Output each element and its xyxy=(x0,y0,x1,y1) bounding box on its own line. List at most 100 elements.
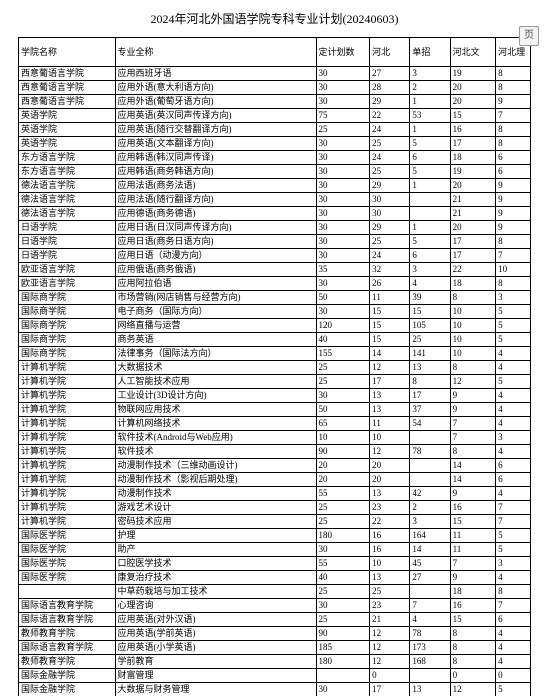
cell: 18 xyxy=(450,151,496,165)
cell: 软件技术 xyxy=(115,445,316,459)
cell: 商务英语 xyxy=(115,333,316,347)
table-row: 英语学院应用英语(文本翻译方向)30255178 xyxy=(19,137,531,151)
cell: 密码技术应用 xyxy=(115,515,316,529)
cell: 应用英语(小学英语) xyxy=(115,641,316,655)
cell: 0 xyxy=(370,669,410,683)
cell: 计算机网络技术 xyxy=(115,417,316,431)
cell: 25 xyxy=(316,501,370,515)
cell: 8 xyxy=(496,123,531,137)
cell: 4 xyxy=(496,655,531,669)
cell: 10 xyxy=(450,305,496,319)
cell: 应用外语(葡萄牙语方向) xyxy=(115,95,316,109)
cell: 21 xyxy=(450,193,496,207)
cell: 大数据技术 xyxy=(115,361,316,375)
cell: 计算机学院 xyxy=(19,417,116,431)
col-header-2: 定计划数 xyxy=(316,38,370,67)
cell: 学前教育 xyxy=(115,655,316,669)
cell: 30 xyxy=(316,683,370,696)
cell: 4 xyxy=(496,627,531,641)
table-row: 计算机学院人工智能技术应用25178125 xyxy=(19,375,531,389)
cell: 国际语言教育学院 xyxy=(19,641,116,655)
cell: 动漫制作技术（三维动画设计) xyxy=(115,459,316,473)
cell: 14 xyxy=(410,543,450,557)
cell: 10 xyxy=(370,557,410,571)
cell: 13 xyxy=(370,487,410,501)
cell: 欧亚语言学院 xyxy=(19,263,116,277)
table-row: 日语学院应用日语（动漫方向）30246177 xyxy=(19,249,531,263)
cell: 30 xyxy=(316,543,370,557)
table-row: 国际金融学院大数据与财务管理301713125 xyxy=(19,683,531,696)
cell: 1 xyxy=(410,179,450,193)
cell: 30 xyxy=(316,207,370,221)
cell: 30 xyxy=(370,193,410,207)
table-row: 英语学院应用英语(随行交替翻译方向)25241168 xyxy=(19,123,531,137)
cell: 5 xyxy=(496,683,531,696)
cell: 7 xyxy=(496,599,531,613)
cell: 3 xyxy=(496,431,531,445)
cell: 17 xyxy=(450,137,496,151)
cell: 2 xyxy=(410,81,450,95)
cell: 19 xyxy=(450,165,496,179)
cell: 应用英语(学前英语) xyxy=(115,627,316,641)
cell: 市场营销(网店销售与经营方向) xyxy=(115,291,316,305)
table-row: 计算机学院动漫制作技术（三维动画设计)2020146 xyxy=(19,459,531,473)
cell: 78 xyxy=(410,627,450,641)
cell: 7 xyxy=(450,557,496,571)
table-row: 国际商学院市场营销(网店销售与经营方向)50113983 xyxy=(19,291,531,305)
cell: 日语学院 xyxy=(19,249,116,263)
table-row: 计算机学院动漫制作技术55134294 xyxy=(19,487,531,501)
cell: 3 xyxy=(410,515,450,529)
cell: 21 xyxy=(370,613,410,627)
table-row: 计算机学院软件技术(Android与Web应用)101073 xyxy=(19,431,531,445)
cell: 16 xyxy=(370,543,410,557)
table-row: 计算机学院大数据技术25121384 xyxy=(19,361,531,375)
cell: 5 xyxy=(496,375,531,389)
cell: 1 xyxy=(410,95,450,109)
cell: 11 xyxy=(450,543,496,557)
cell: 计算机学院 xyxy=(19,445,116,459)
cell: 8 xyxy=(496,585,531,599)
cell xyxy=(410,431,450,445)
cell: 12 xyxy=(370,627,410,641)
cell: 22 xyxy=(370,109,410,123)
page-top-icon[interactable]: 页 xyxy=(519,26,539,46)
plan-table: 学院名称专业全称定计划数河北单招河北文河北理 西意葡语言学院应用西班牙语3027… xyxy=(18,37,531,696)
cell: 12 xyxy=(450,375,496,389)
cell: 8 xyxy=(450,627,496,641)
cell: 30 xyxy=(316,249,370,263)
cell: 6 xyxy=(496,151,531,165)
cell: 55 xyxy=(316,487,370,501)
cell: 173 xyxy=(410,641,450,655)
cell: 21 xyxy=(450,207,496,221)
cell: 5 xyxy=(496,529,531,543)
cell: 25 xyxy=(316,613,370,627)
cell: 8 xyxy=(450,291,496,305)
cell: 15 xyxy=(450,109,496,123)
cell: 17 xyxy=(370,375,410,389)
cell: 9 xyxy=(450,389,496,403)
cell: 计算机学院 xyxy=(19,501,116,515)
cell: 18 xyxy=(450,585,496,599)
table-row: 教师教育学院学前教育1801216884 xyxy=(19,655,531,669)
cell: 120 xyxy=(316,319,370,333)
cell: 29 xyxy=(370,179,410,193)
cell xyxy=(410,193,450,207)
cell: 工业设计(3D设计方向) xyxy=(115,389,316,403)
cell: 78 xyxy=(410,445,450,459)
cell: 13 xyxy=(370,571,410,585)
table-row: 国际商学院法律事务（国际法方向）15514141104 xyxy=(19,347,531,361)
cell: 5 xyxy=(410,235,450,249)
cell: 16 xyxy=(370,529,410,543)
cell: 应用法语(商务法语) xyxy=(115,179,316,193)
cell: 7 xyxy=(496,515,531,529)
cell: 24 xyxy=(370,123,410,137)
table-row: 计算机学院密码技术应用25223157 xyxy=(19,515,531,529)
cell: 10 xyxy=(370,431,410,445)
cell: 应用英语(英汉同声传译方向) xyxy=(115,109,316,123)
cell: 16 xyxy=(450,123,496,137)
cell: 30 xyxy=(316,67,370,81)
cell: 30 xyxy=(316,165,370,179)
cell: 9 xyxy=(496,221,531,235)
cell: 4 xyxy=(496,389,531,403)
cell: 15 xyxy=(370,319,410,333)
